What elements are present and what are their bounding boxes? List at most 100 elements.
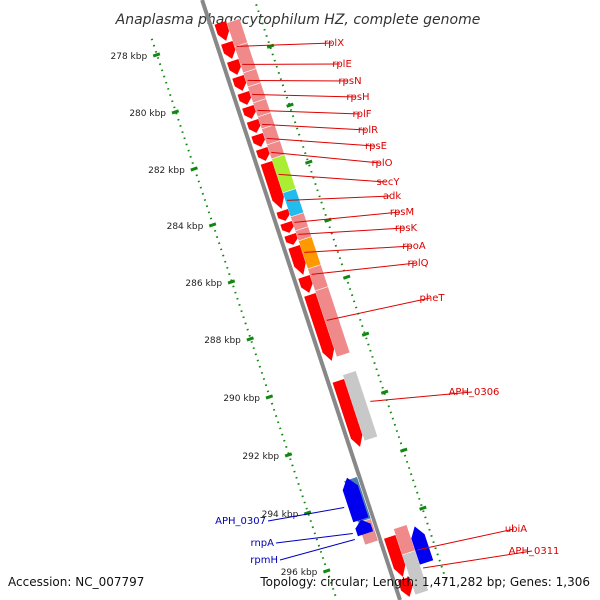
- label-leader-line: [279, 539, 355, 561]
- tick-label: 282 kbp: [148, 166, 185, 176]
- gene-arrow-forward[interactable]: [284, 233, 298, 245]
- gene-label[interactable]: adk: [383, 191, 401, 202]
- gene-label[interactable]: rpoA: [402, 241, 426, 252]
- gene-label[interactable]: rpsM: [390, 207, 414, 218]
- gene-arrow-forward[interactable]: [237, 91, 252, 105]
- minor-tick-mark: [342, 274, 351, 280]
- label-leader-line: [252, 93, 357, 98]
- major-tick-mark: [322, 568, 331, 574]
- major-tick-mark: [190, 166, 198, 172]
- gene-arrow-reverse[interactable]: [342, 477, 369, 523]
- gene-features: [214, 18, 434, 597]
- tick-label: 296 kbp: [281, 568, 318, 578]
- label-leader-line: [311, 262, 417, 275]
- gene-label[interactable]: rplE: [332, 59, 352, 70]
- major-tick-mark: [227, 279, 236, 285]
- major-tick-mark: [246, 336, 254, 342]
- label-leader-line: [326, 297, 431, 321]
- major-tick-mark: [171, 109, 180, 115]
- gene-arrow-forward[interactable]: [227, 59, 241, 75]
- gene-arrow-forward[interactable]: [232, 75, 247, 91]
- label-leader-line: [275, 533, 353, 544]
- gene-label[interactable]: APH_0307: [215, 516, 266, 527]
- gene-arrow-reverse[interactable]: [411, 526, 434, 565]
- gene-label[interactable]: rplF: [353, 109, 372, 120]
- minor-tick-mark: [324, 217, 332, 223]
- gene-label[interactable]: secY: [377, 177, 401, 188]
- gene-arrow-forward[interactable]: [256, 147, 270, 161]
- gene-arrow-forward[interactable]: [332, 379, 363, 447]
- gene-label[interactable]: rpsK: [395, 223, 418, 234]
- minor-tick-mark: [286, 102, 294, 108]
- minor-tick-mark: [380, 389, 389, 395]
- label-leader-line: [294, 211, 401, 223]
- backbone: [200, 0, 402, 600]
- minor-tick-mark: [399, 447, 408, 453]
- gene-arrow-forward[interactable]: [242, 105, 256, 119]
- backbone-line: [200, 0, 402, 600]
- label-leader-line: [257, 109, 361, 115]
- gene-label[interactable]: rpmH: [250, 555, 278, 566]
- gene-arrow-forward[interactable]: [276, 209, 290, 221]
- label-leader-line: [262, 123, 367, 131]
- gene-label[interactable]: rplX: [324, 38, 344, 49]
- label-leader-line: [423, 550, 533, 569]
- tick-label: 286 kbp: [185, 279, 222, 289]
- gene-label[interactable]: rpsH: [346, 92, 369, 103]
- major-tick-mark: [284, 452, 293, 458]
- accession-text: Accession: NC_007797: [8, 575, 144, 589]
- label-leader-line: [298, 227, 405, 235]
- gene-arrow-forward[interactable]: [298, 275, 313, 293]
- gene-label[interactable]: rplR: [358, 125, 378, 136]
- gene-arrow-reverse[interactable]: [355, 519, 374, 537]
- gene-label[interactable]: pheT: [420, 293, 446, 304]
- tick-label: 280 kbp: [129, 109, 166, 119]
- tick-label: 294 kbp: [262, 510, 299, 520]
- gene-label[interactable]: APH_0311: [509, 546, 560, 557]
- gene-label[interactable]: rnpA: [251, 538, 275, 549]
- gene-label[interactable]: rplQ: [407, 258, 428, 269]
- gene-arrow-forward[interactable]: [288, 245, 306, 275]
- gene-arrow-forward[interactable]: [221, 41, 236, 59]
- tick-label: 290 kbp: [223, 394, 260, 404]
- label-leader-line: [417, 528, 515, 551]
- gene-labels: rplX rplE rpsN rpsH rplF rplR rpsE rplO secY adk r…: [215, 38, 560, 569]
- gene-label[interactable]: ubiA: [505, 524, 527, 535]
- gene-label[interactable]: rpsE: [365, 141, 387, 152]
- label-leader-line: [247, 79, 349, 82]
- gene-label[interactable]: rplO: [371, 158, 392, 169]
- major-tick-mark: [152, 52, 161, 58]
- label-leader-line: [370, 391, 473, 402]
- map-title: Anaplasma phagocytophilum HZ, complete g…: [115, 12, 481, 28]
- tick-label: 288 kbp: [204, 336, 241, 346]
- major-tick-mark: [208, 222, 217, 228]
- kbp-ticks: 278 kbp 280 kbp 282 kbp 284 kbp 286 kbp 288 k…: [111, 4, 449, 600]
- minor-tick-mark: [419, 505, 427, 511]
- label-leader-line: [278, 173, 387, 183]
- major-tick-mark: [265, 394, 274, 400]
- label-leader-line: [304, 245, 413, 253]
- tick-label: 278 kbp: [111, 52, 148, 62]
- gene-label[interactable]: APH_0306: [449, 387, 500, 398]
- label-leader-line: [236, 42, 333, 47]
- gene-arrow-forward[interactable]: [214, 21, 230, 41]
- label-leader-line: [267, 507, 345, 522]
- label-leader-line: [271, 151, 381, 164]
- gene-arrow-forward[interactable]: [384, 535, 406, 577]
- gene-arrow-forward[interactable]: [260, 161, 284, 209]
- label-leader-line: [266, 137, 375, 147]
- gene-arrow-forward[interactable]: [251, 133, 265, 147]
- label-leader-line: [287, 195, 391, 201]
- gene-arrow-forward[interactable]: [280, 221, 294, 233]
- gene-arrow-forward[interactable]: [304, 293, 335, 361]
- tick-label: 284 kbp: [167, 222, 204, 232]
- minor-tick-mark: [304, 159, 313, 165]
- gene-arrow-forward[interactable]: [397, 577, 413, 597]
- topology-text: Topology: circular; Length: 1,471,282 bp…: [259, 575, 590, 589]
- gene-arrow-forward[interactable]: [246, 119, 261, 133]
- gene-label[interactable]: rpsN: [338, 76, 361, 87]
- minor-tick-mark: [361, 331, 370, 337]
- major-tick-mark: [303, 510, 312, 516]
